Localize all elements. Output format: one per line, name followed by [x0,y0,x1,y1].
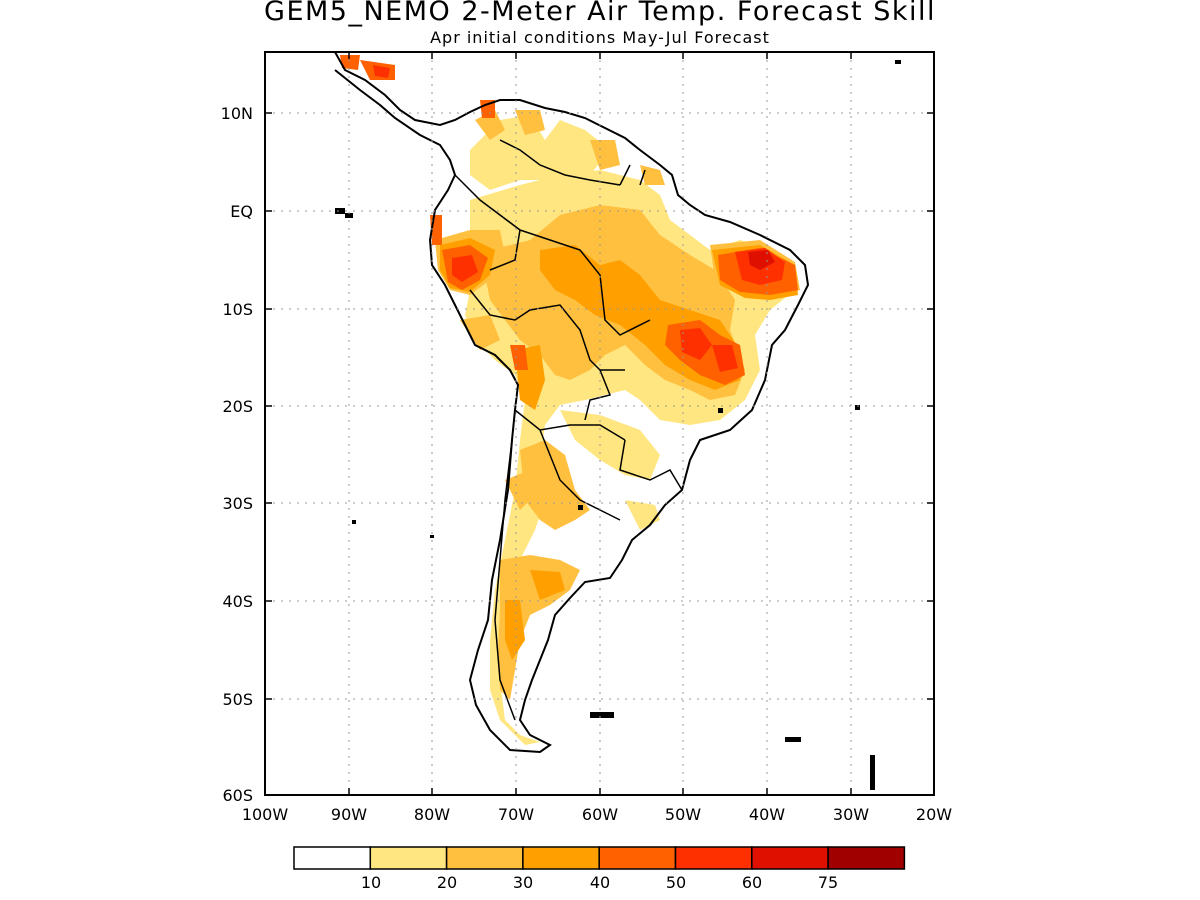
map-subtitle: Apr initial conditions May-Jul Forecast [430,28,770,47]
lon-label: 80W [414,805,450,824]
colorbar-label: 75 [818,873,838,892]
lat-label: 60S [222,786,253,805]
lat-label: 20S [222,397,253,416]
lat-label: EQ [230,202,253,221]
colorbar-swatch [674,846,753,870]
colorbar-label: 40 [590,873,610,892]
colorbar-swatch [751,846,829,870]
lon-label: 100W [242,805,289,824]
lat-label: 30S [222,494,253,513]
lat-label: 10S [222,300,253,319]
lat-label: 50S [222,690,253,709]
colorbar-swatch [293,846,372,870]
lon-label: 40W [749,805,785,824]
lon-labels: 100W 90W 80W 70W 60W 50W 40W 30W 20W [242,805,952,824]
colorbar-label: 60 [742,873,762,892]
colorbar-labels: 10 20 30 40 50 60 75 [361,873,838,892]
lon-label: 30W [833,805,869,824]
lon-label: 90W [331,805,367,824]
colorbar-label: 50 [666,873,686,892]
colorbar-swatch [598,846,677,870]
islands [335,60,901,790]
lat-labels: 10N EQ 10S 20S 30S 40S 50S 60S [221,104,253,805]
colorbar [293,846,906,870]
colorbar-swatch [445,846,524,870]
colorbar-swatch [522,846,600,870]
colorbar-label: 20 [437,873,457,892]
lon-label: 60W [582,805,618,824]
lat-label: 10N [221,104,253,123]
colorbar-label: 10 [361,873,381,892]
colorbar-swatch [369,846,448,870]
contour-60-75 [748,250,775,270]
lat-label: 40S [222,592,253,611]
coastline [334,52,810,754]
lon-label: 50W [665,805,701,824]
map-title: GEM5_NEMO 2-Meter Air Temp. Forecast Ski… [264,0,936,27]
colorbar-swatch [827,846,906,870]
colorbar-label: 30 [513,873,533,892]
lon-label: 70W [498,805,534,824]
axis-ticks [264,52,935,796]
lon-label: 20W [916,805,952,824]
